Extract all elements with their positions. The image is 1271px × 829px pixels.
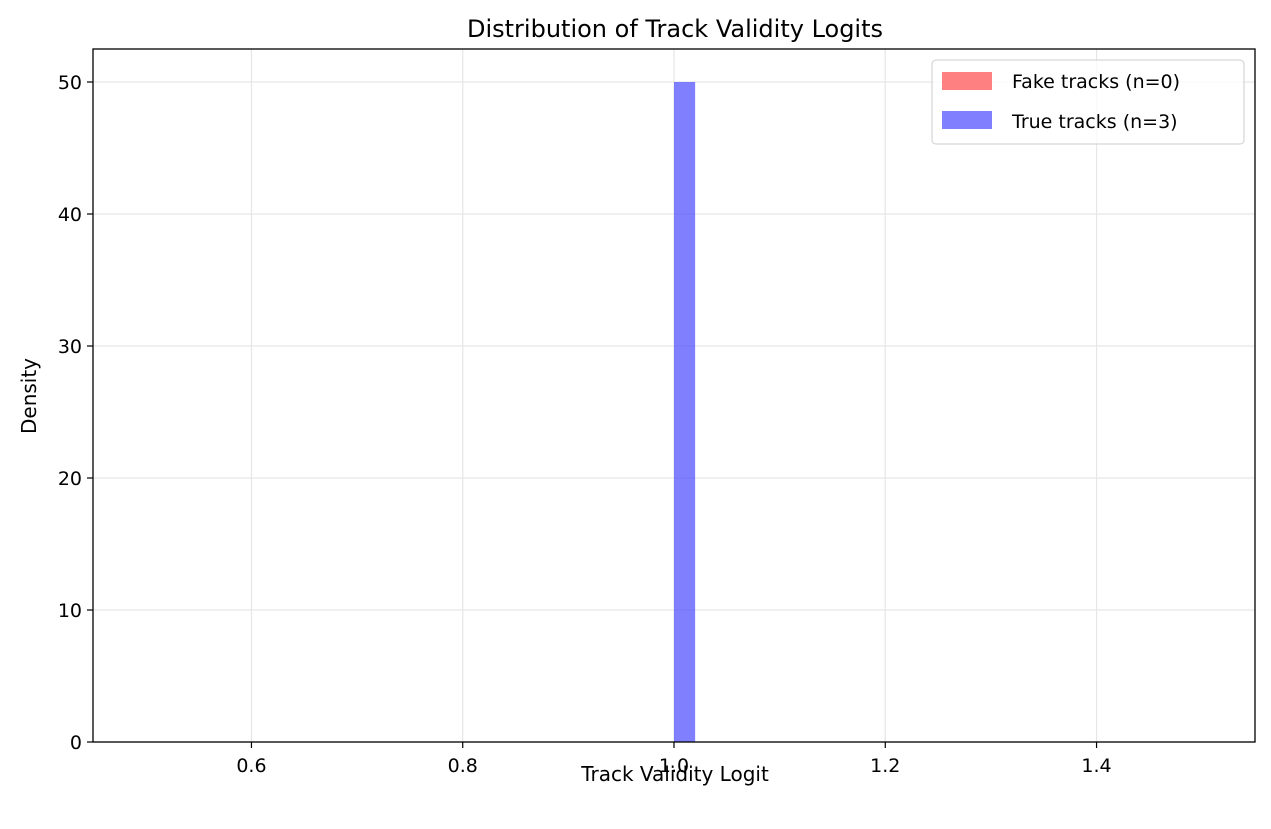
legend-swatch-fake-tracks (942, 72, 992, 90)
legend-swatch-true-tracks (942, 111, 992, 129)
x-tick-label: 1.4 (1081, 755, 1111, 777)
x-axis-ticks: 0.6 0.8 1.0 1.2 1.4 (236, 742, 1112, 777)
y-axis-label: Density (17, 358, 41, 434)
y-tick-label: 10 (58, 600, 82, 622)
y-tick-label: 20 (58, 468, 82, 490)
y-tick-label: 40 (58, 204, 82, 226)
x-tick-label: 0.6 (236, 755, 266, 777)
histogram-bars (674, 82, 696, 742)
y-tick-label: 50 (58, 72, 82, 94)
y-tick-label: 30 (58, 336, 82, 358)
legend-box (931, 59, 1245, 145)
x-tick-label: 0.8 (448, 755, 478, 777)
x-tick-label: 1.0 (659, 755, 689, 777)
legend: Fake tracks (n=0) True tracks (n=3) (931, 59, 1245, 145)
x-tick-label: 1.2 (870, 755, 900, 777)
legend-label-true-tracks: True tracks (n=3) (1011, 111, 1178, 133)
y-axis-ticks: 0 10 20 30 40 50 (58, 72, 93, 754)
y-tick-label: 0 (70, 732, 82, 754)
x-axis-label: Track Validity Logit (580, 762, 769, 786)
histogram-bar (674, 82, 696, 742)
chart-title: Distribution of Track Validity Logits (467, 15, 883, 43)
legend-label-fake-tracks: Fake tracks (n=0) (1012, 71, 1180, 93)
